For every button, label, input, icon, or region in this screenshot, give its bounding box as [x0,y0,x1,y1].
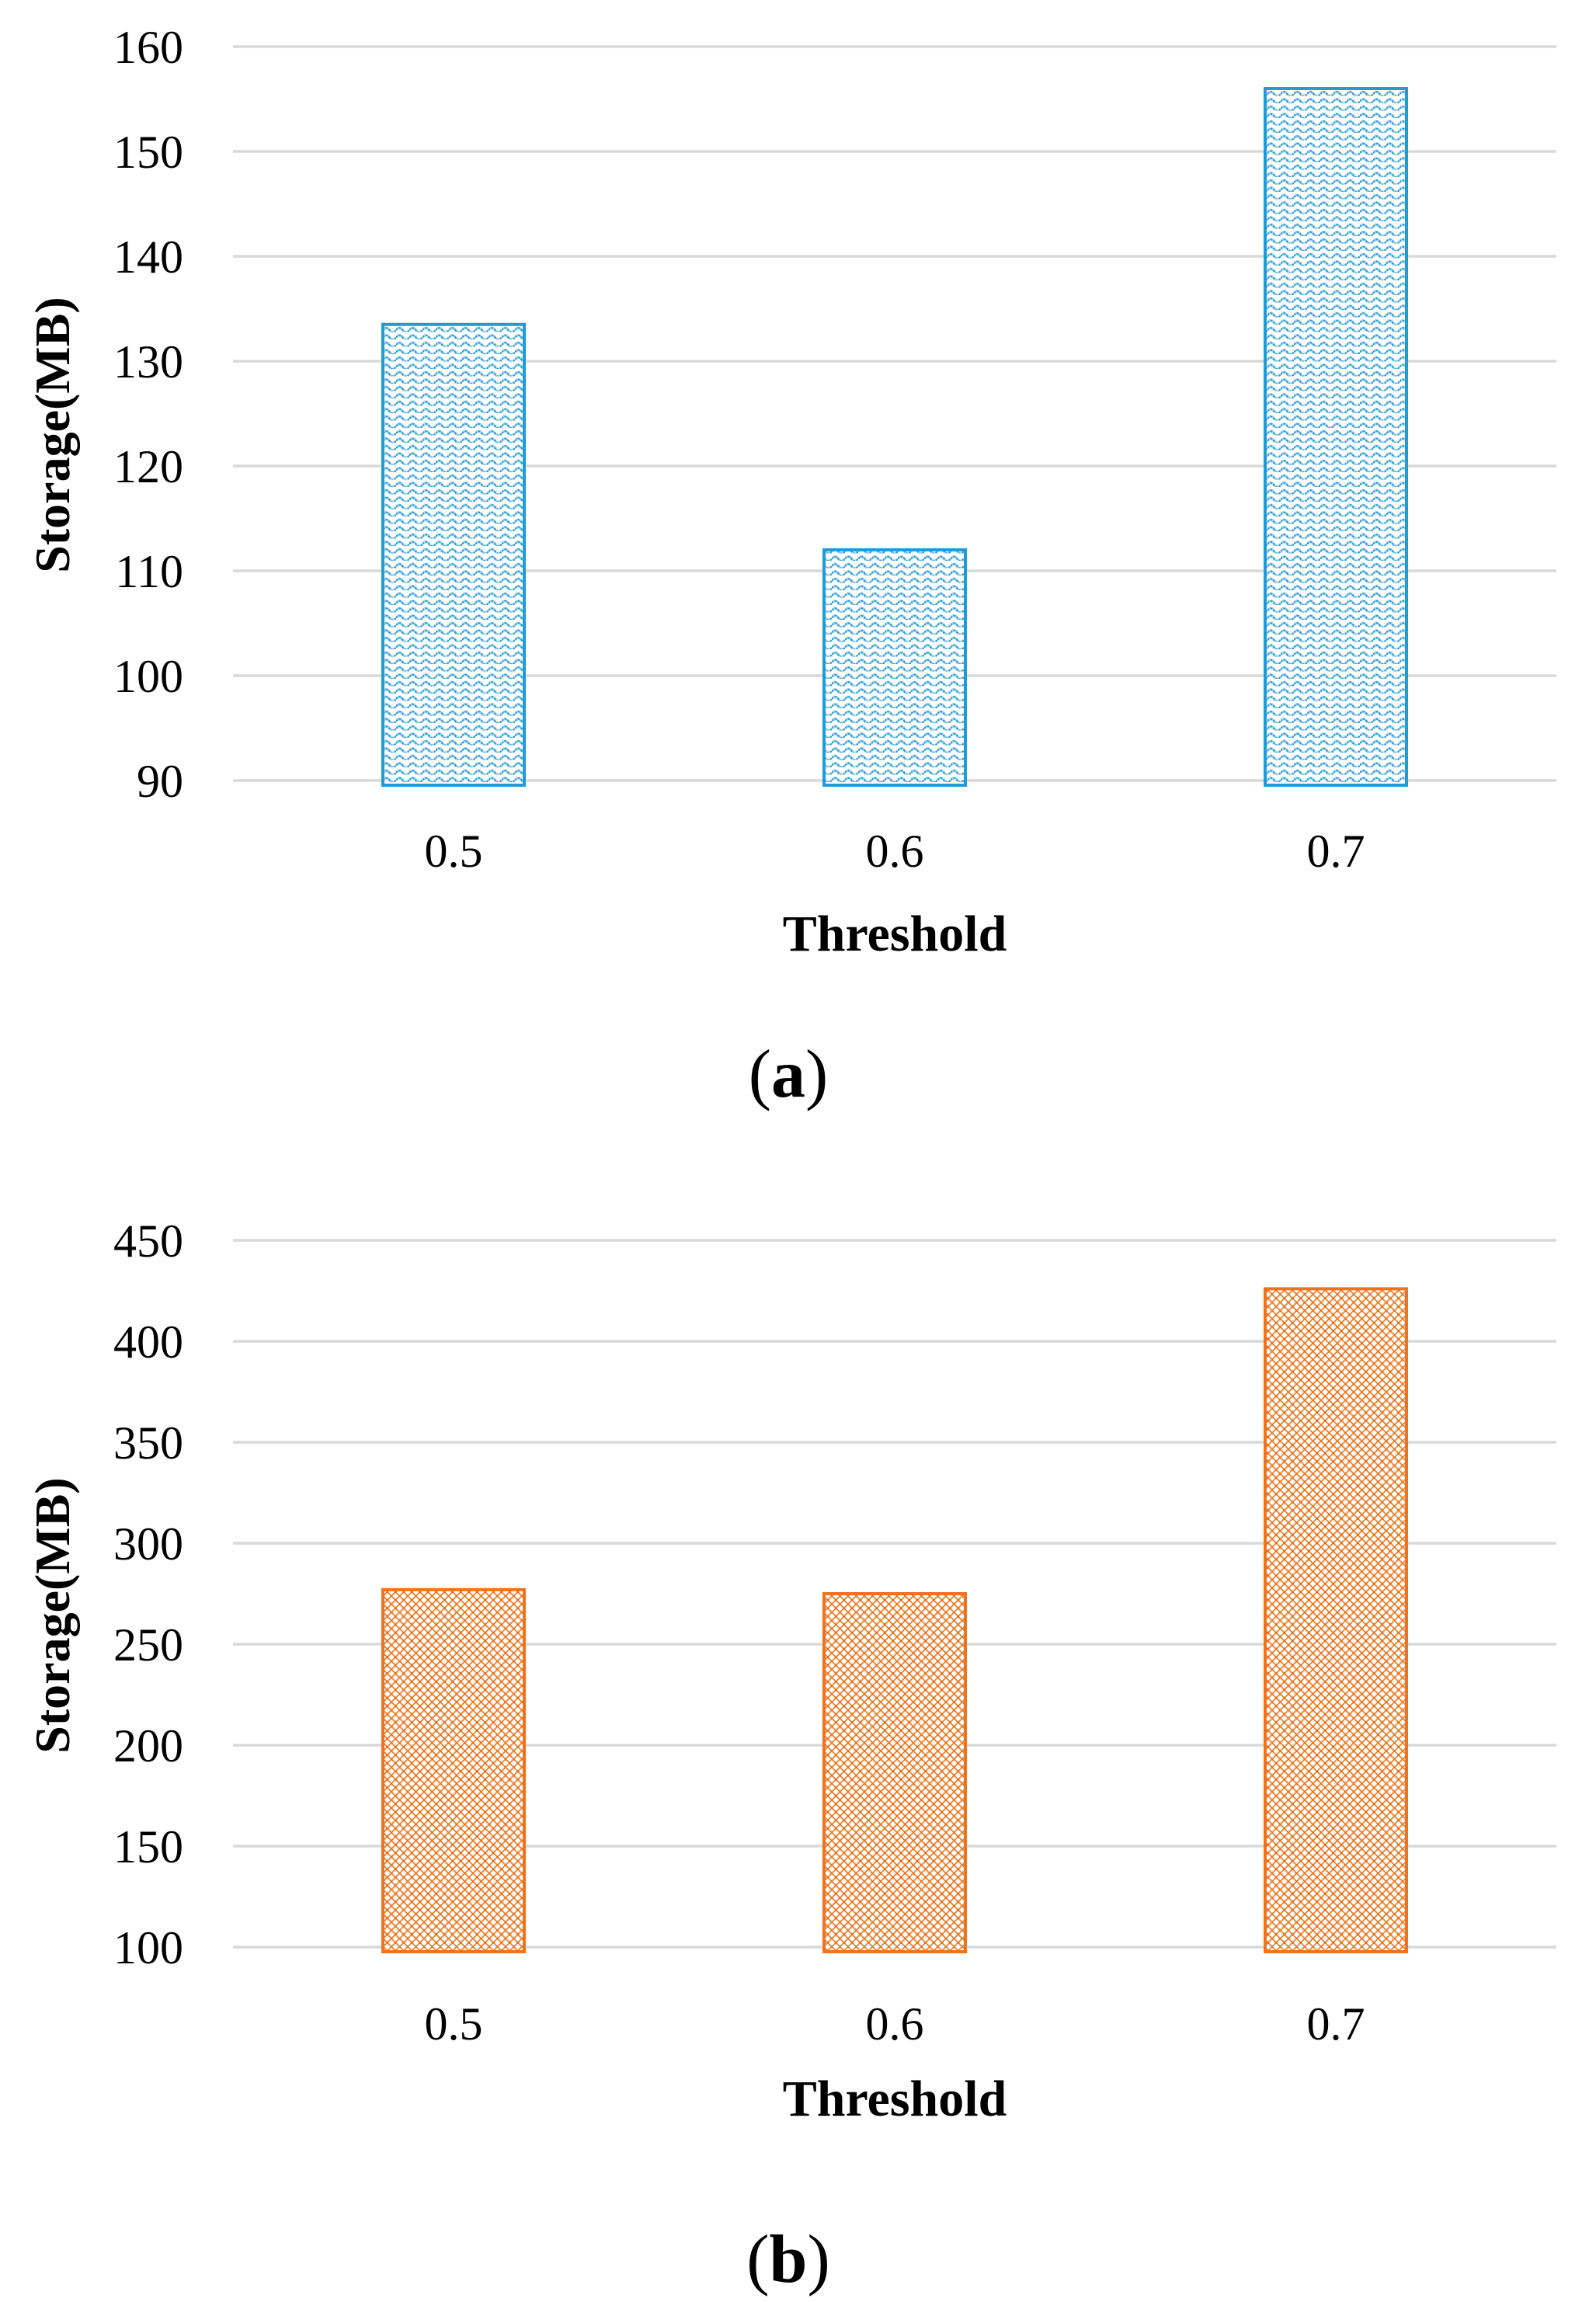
caption-a-paren-close: ) [805,1037,829,1112]
caption-a-letter: a [771,1037,805,1112]
y-tick-label: 100 [113,651,183,702]
bar-chart-b: 100 150 200 250 300 350 400 450 0.5 0.6 0.7 [113,1215,1556,2050]
y-tick-label: 200 [113,1720,183,1772]
caption-b-letter: b [769,2222,808,2297]
x-axis-title-b: Threshold [782,2071,1007,2127]
bar-0.5 [381,322,526,787]
y-tick-label: 400 [113,1316,183,1368]
bar-0.5 [381,1587,526,1953]
y-tick-label: 150 [113,1821,183,1873]
y-tick-label: 250 [113,1619,183,1671]
caption-a-paren-open: ( [748,1037,771,1112]
x-tick-label: 0.5 [425,826,483,877]
x-tick-label: 0.6 [866,1998,924,2050]
subfigure-caption-a: (a) [0,1041,1577,1109]
y-tick-label: 450 [113,1215,183,1267]
y-axis-title-b: Storage(MB) [25,1477,80,1754]
y-tick-label: 120 [113,441,183,492]
y-tick-label: 350 [113,1417,183,1469]
x-tick-label: 0.7 [1307,826,1365,877]
bar-chart-a: 90 100 110 120 130 140 150 160 0.5 0.6 0.7 [113,22,1556,877]
y-tick-label: 160 [113,22,183,73]
x-axis-title-a: Threshold [782,906,1007,962]
caption-b-paren-close: ) [807,2222,830,2297]
y-tick-label: 90 [137,756,183,807]
bar-0.7 [1264,1287,1408,1953]
subfigure-caption-b: (b) [0,2226,1577,2294]
y-tick-label: 110 [115,546,183,597]
y-tick-label: 130 [113,336,183,388]
x-tick-label: 0.6 [866,826,924,877]
x-tick-label: 0.7 [1307,1998,1365,2050]
y-tick-label: 150 [113,127,183,178]
y-tick-label: 100 [113,1922,183,1973]
y-axis-title-a: Storage(MB) [25,297,80,573]
x-tick-label: 0.5 [425,1998,483,2050]
bar-0.6 [822,1592,967,1953]
bar-0.7 [1264,87,1408,787]
caption-b-paren-open: ( [746,2222,770,2297]
y-tick-label: 300 [113,1518,183,1570]
y-tick-label: 140 [113,231,183,283]
bar-0.6 [822,548,967,787]
